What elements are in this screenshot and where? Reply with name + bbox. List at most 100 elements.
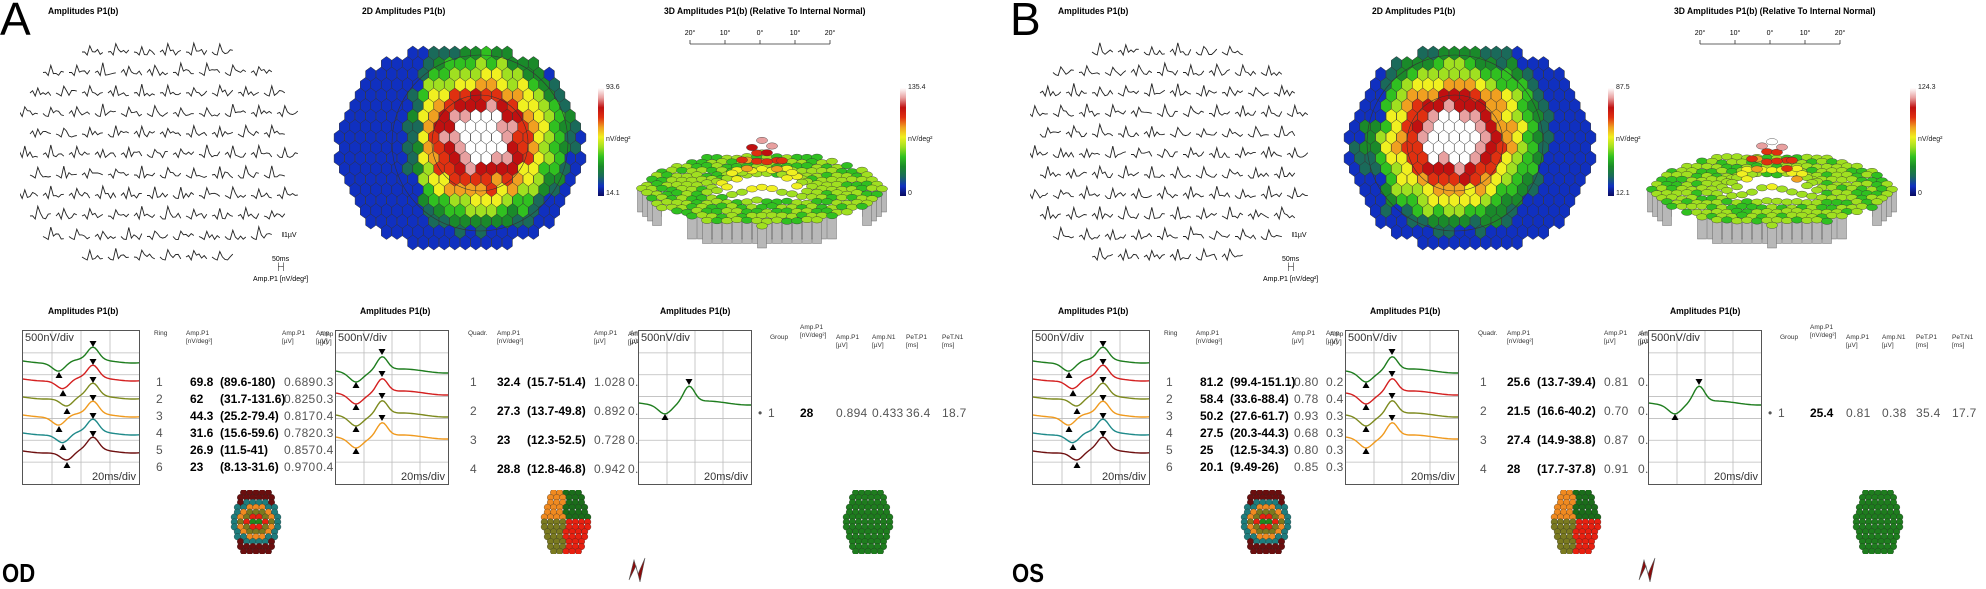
waveform-trace	[1649, 385, 1761, 415]
quadrant-id: 2	[470, 404, 477, 418]
legend-hex-cell	[268, 498, 275, 506]
surface-pillar	[712, 221, 722, 244]
surface-cell	[656, 204, 668, 212]
quadrant-range: (15.7-51.4)	[527, 375, 586, 389]
local-response-trace	[224, 145, 247, 159]
map3d-colorbar-max: 124.3	[1918, 84, 1936, 91]
p1-marker	[378, 349, 386, 355]
map2d-colorbar-min: 14.1	[606, 190, 620, 197]
surface-pillar	[1767, 225, 1777, 249]
local-response-trace	[107, 248, 129, 261]
surface-cell	[711, 187, 723, 194]
surface-pillar	[1722, 221, 1732, 244]
col-header-amp-uv: Amp.P1 [µV]	[1846, 334, 1870, 349]
surface-pillar	[1742, 221, 1752, 244]
ring-amp-uv: 0.970	[284, 460, 316, 474]
local-response-trace	[1208, 145, 1230, 159]
surface-cell	[1801, 182, 1813, 190]
waveform-trace	[23, 382, 139, 407]
local-response-trace	[1182, 186, 1204, 200]
local-response-trace	[107, 85, 129, 98]
surface-pillar	[1732, 221, 1742, 244]
ring-amp: 50.2	[1200, 409, 1224, 423]
map2d-colorbar-unit: nV/deg²	[606, 136, 631, 143]
col-header-ring: Ring	[1164, 330, 1178, 337]
local-response-trace	[146, 64, 169, 77]
local-response-trace	[68, 144, 90, 159]
p1-marker	[89, 377, 97, 383]
local-response-trace	[1104, 103, 1127, 118]
legend-hex-cell	[852, 547, 860, 554]
legend-hex-cell	[1591, 533, 1599, 541]
quadrant-amp-uv: 0.70	[1604, 404, 1629, 418]
p1-marker	[1388, 371, 1396, 377]
legend-hex-cell	[252, 547, 260, 554]
local-response-trace	[1052, 189, 1074, 200]
col-header-group: Group	[1780, 334, 1799, 341]
col-header-amp-density: Amp.P1 [nV/deg²]	[1196, 330, 1223, 345]
legend-hex-cell	[556, 547, 564, 554]
local-response-trace	[172, 61, 194, 77]
surface-cell	[756, 137, 768, 144]
local-response-trace	[20, 105, 38, 118]
degree-tick-label: 10°	[790, 29, 801, 37]
x-scale-label: 20ms/div	[1410, 471, 1455, 483]
legend-hex-cell	[1256, 547, 1264, 554]
group-pet-n1: 18.7	[942, 406, 967, 420]
local-response-trace	[146, 104, 169, 118]
waveform-trace	[23, 346, 139, 372]
col-header-amp-uv: Amp.P1 [µV]	[1604, 330, 1628, 345]
local-response-trace	[224, 228, 247, 241]
legend-hex-cell	[1896, 523, 1904, 531]
ring-amp: 44.3	[190, 409, 214, 423]
trace-array-title: Amplitudes P1(b)	[48, 6, 119, 16]
ring-amp-uv: 0.78	[1294, 392, 1319, 406]
local-response-trace	[1247, 86, 1269, 97]
local-response-trace	[133, 249, 156, 261]
col-header-pet-p1: PeT.P1 [ms]	[1916, 334, 1937, 349]
legend-hex-cell	[858, 547, 866, 554]
n1-marker	[59, 390, 67, 396]
surface-cell	[1696, 213, 1708, 221]
map2d-colorbar	[1608, 88, 1614, 196]
y-scale-label: 500nV/div	[1348, 332, 1397, 344]
local-response-trace	[185, 166, 207, 179]
surface-cell	[1796, 170, 1808, 178]
local-response-trace	[172, 230, 195, 240]
ring-amp-uv: 0.68	[1294, 426, 1319, 440]
surface-cell	[796, 193, 808, 200]
col-header-amp-uv: Amp.P1 [µV]	[282, 330, 306, 345]
ring-range: (12.5-34.3)	[1230, 443, 1289, 457]
surface-cell	[1861, 171, 1873, 178]
waveform-trace	[1033, 436, 1149, 461]
x-scale-label: 20ms/div	[703, 471, 748, 483]
surface-cell	[1776, 185, 1788, 193]
surface-cell	[1791, 216, 1803, 224]
surface-pillar	[782, 221, 792, 244]
local-response-trace	[1169, 42, 1192, 57]
p1-marker	[89, 359, 97, 365]
legend-hex-cell	[870, 547, 878, 554]
ring-range: (25.2-79.4)	[220, 409, 279, 423]
waveform-trace	[336, 399, 448, 427]
surface-cell	[676, 167, 688, 174]
map2d-colorbar-unit: nV/deg²	[1616, 136, 1641, 143]
ring-amp: 62	[190, 392, 204, 406]
surface-cell	[751, 196, 763, 204]
p1-marker	[89, 413, 97, 419]
local-response-trace	[1078, 184, 1101, 200]
surface-cell	[1766, 138, 1778, 146]
local-response-trace	[1104, 66, 1127, 77]
waveform-trace	[336, 421, 448, 449]
x-scale-label: 20ms/div	[1101, 471, 1146, 483]
ring-amp-uv: 0.80	[1294, 375, 1319, 389]
local-response-trace	[1039, 126, 1062, 138]
local-response-trace	[1156, 226, 1178, 241]
ring-amp: 27.5	[1200, 426, 1224, 440]
local-response-trace	[1273, 205, 1296, 221]
local-response-trace	[211, 83, 234, 97]
n1-marker	[1073, 408, 1081, 414]
map3d-surface	[636, 137, 888, 249]
panel-letter: B	[1010, 0, 1041, 45]
legend-hex-cell	[568, 547, 576, 554]
